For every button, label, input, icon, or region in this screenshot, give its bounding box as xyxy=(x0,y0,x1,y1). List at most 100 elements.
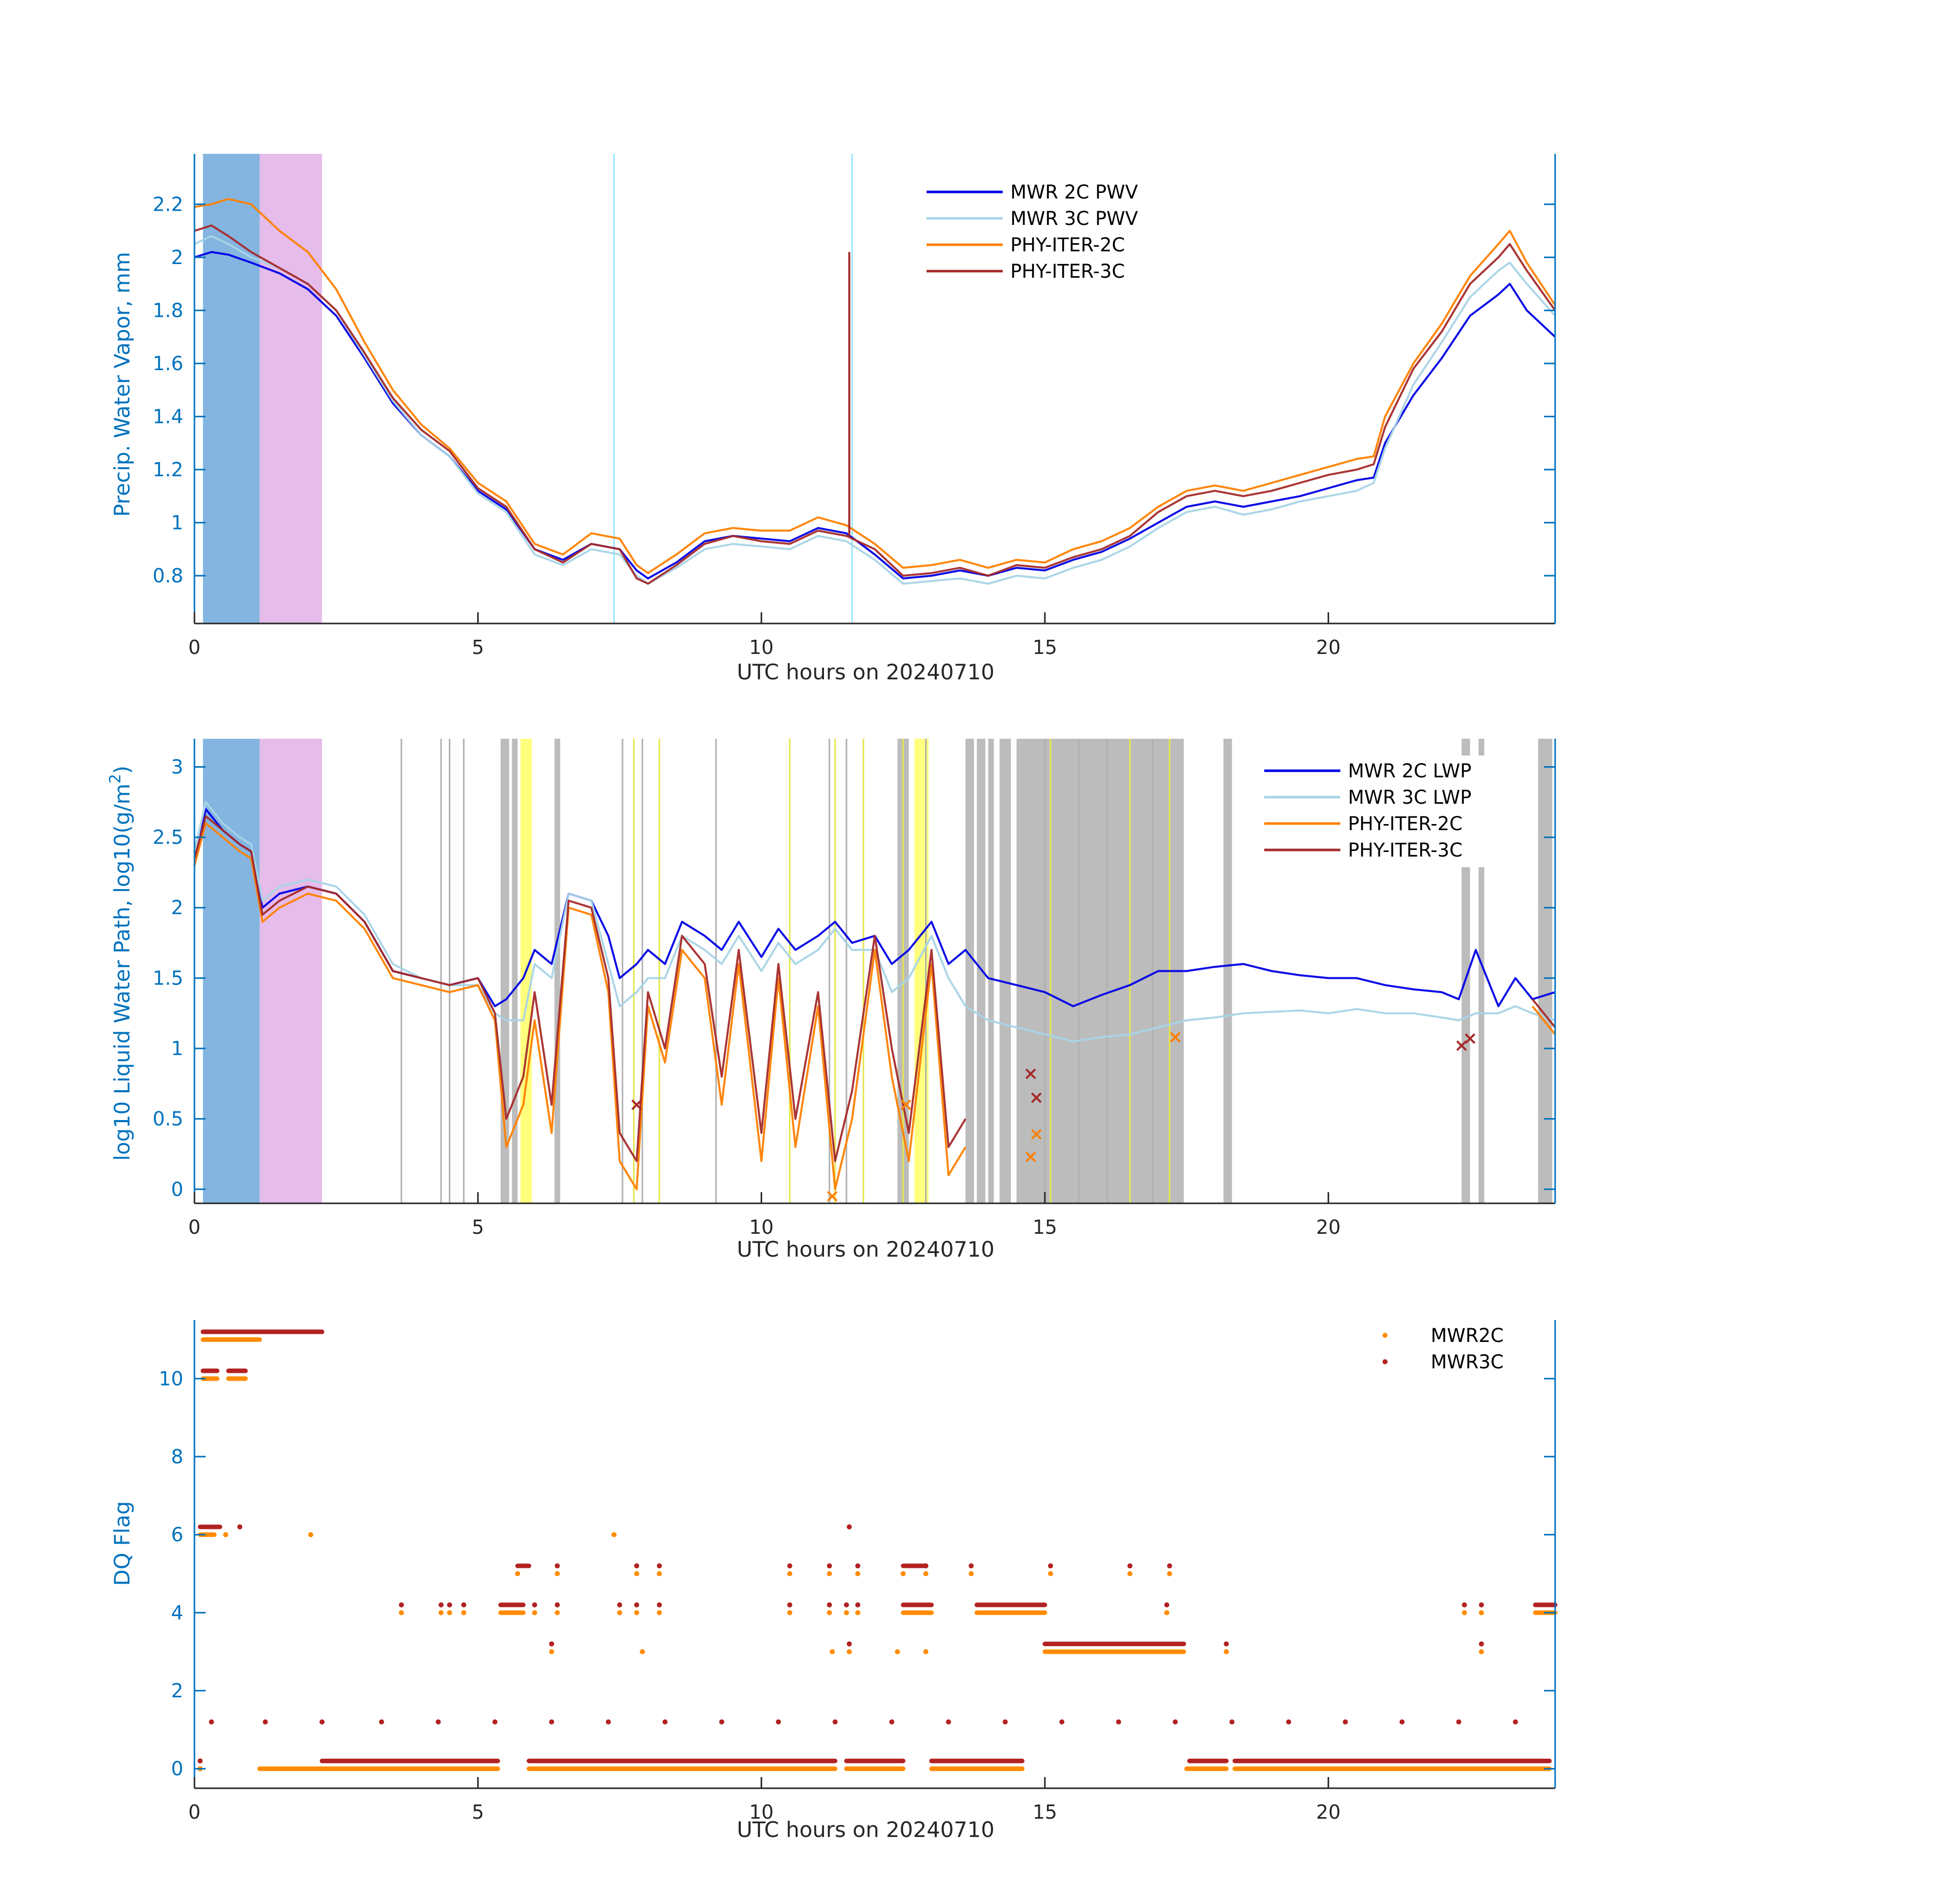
dq-point-mwr3c xyxy=(379,1719,384,1725)
legend-label-lwp-phy-iter-3c: PHY-ITER-3C xyxy=(1348,839,1463,861)
dq-xtick-label: 10 xyxy=(749,1801,773,1823)
lwp-shade-gray xyxy=(965,739,974,1203)
dq-point-mwr3c xyxy=(399,1602,404,1607)
dq-point-mwr2c xyxy=(611,1532,617,1537)
dq-point-mwr3c xyxy=(1059,1719,1065,1725)
lwp-shade-gray xyxy=(999,739,1011,1203)
dq-point-mwr3c xyxy=(554,1563,560,1569)
dq-point-mwr2c xyxy=(923,1649,929,1655)
lwp-ylabel: log10 Liquid Water Path, log10(g/m2) xyxy=(107,766,135,1161)
dq-point-mwr2c xyxy=(656,1571,662,1577)
legend-swatch-mwr2c xyxy=(1383,1333,1388,1338)
lwp-ytick-label: 0 xyxy=(171,1178,183,1200)
dq-point-mwr3c xyxy=(846,1641,852,1647)
dq-point-mwr3c xyxy=(634,1563,639,1569)
lwp-x-marker-phy-iter-3c xyxy=(1456,1040,1467,1051)
dq-point-mwr3c xyxy=(198,1758,203,1764)
pwv-xtick-label: 20 xyxy=(1316,636,1340,659)
dq-point-mwr2c xyxy=(515,1571,520,1577)
pwv-xtick-label: 10 xyxy=(749,636,773,659)
dq-point-mwr2c xyxy=(1048,1571,1054,1577)
dq-point-mwr3c xyxy=(832,1719,838,1725)
legend-swatch-mwr3c xyxy=(1383,1359,1388,1364)
dq-point-mwr3c xyxy=(1462,1602,1467,1607)
dq-point-mwr3c xyxy=(436,1719,441,1725)
pwv-series-phy-iter-2c xyxy=(194,198,1556,574)
lwp-shade-gray xyxy=(554,739,561,1203)
dq-ytick-label: 2 xyxy=(171,1680,183,1702)
lwp-x-marker-phy-iter-2c xyxy=(1031,1129,1042,1140)
lwp-x-marker-phy-iter-2c xyxy=(827,1191,838,1202)
dq-point-mwr2c xyxy=(895,1649,900,1655)
lwp-xtick-label: 10 xyxy=(749,1216,773,1238)
dq-point-mwr2c xyxy=(1127,1571,1133,1577)
pwv-xtick-label: 5 xyxy=(472,636,484,659)
lwp-xtick-label: 0 xyxy=(188,1216,201,1238)
x-marker-stroke xyxy=(1031,1129,1042,1140)
lwp-xlabel: UTC hours on 20240710 xyxy=(737,1237,995,1262)
dq-xtick-label: 15 xyxy=(1033,1801,1057,1823)
dq-point-mwr2c xyxy=(923,1571,929,1577)
dq-point-mwr2c xyxy=(461,1610,467,1616)
dq-point-mwr2c xyxy=(532,1610,537,1616)
dq-point-mwr3c xyxy=(656,1602,662,1607)
dq-point-mwr2c xyxy=(827,1571,832,1577)
lwp-legend-box xyxy=(1258,756,1535,867)
dq-point-mwr2c xyxy=(554,1610,560,1616)
lwp-xtick-label: 15 xyxy=(1033,1216,1057,1238)
dq-point-mwr2c xyxy=(855,1571,861,1577)
pwv-xtick-label: 0 xyxy=(188,636,201,659)
dq-point-mwr3c xyxy=(827,1563,832,1569)
dq-point-mwr3c xyxy=(1172,1719,1178,1725)
lwp-panel: 0 5 10 15 20 0 0.5 1 1.5 2 2.5 3 UTC hours on 20240… xyxy=(107,739,1556,1262)
dq-point-mwr3c xyxy=(1478,1641,1484,1647)
dq-point-mwr3c xyxy=(946,1719,951,1725)
pwv-ytick-label: 1.8 xyxy=(153,299,183,321)
dq-point-mwr2c xyxy=(549,1649,554,1655)
x-marker-stroke xyxy=(1025,1152,1036,1162)
dq-point-mwr3c xyxy=(968,1563,974,1569)
dq-xtick-label: 20 xyxy=(1316,1801,1340,1823)
dq-point-mwr2c xyxy=(844,1610,849,1616)
dq-point-mwr2c xyxy=(855,1610,861,1616)
lwp-shade-gray xyxy=(512,739,518,1203)
dq-point-mwr2c xyxy=(968,1571,974,1577)
dq-point-mwr2c xyxy=(634,1610,639,1616)
x-marker-stroke xyxy=(1465,1033,1475,1044)
dq-point-mwr3c xyxy=(827,1602,832,1607)
x-marker-stroke xyxy=(1025,1068,1036,1079)
dq-point-mwr3c xyxy=(319,1719,325,1725)
dq-point-mwr2c xyxy=(438,1610,444,1616)
dq-ytick-label: 8 xyxy=(171,1446,183,1468)
lwp-ytick-label: 2 xyxy=(171,897,183,919)
dq-point-mwr3c xyxy=(1116,1719,1122,1725)
legend-label-mwr-2c-pwv: MWR 2C PWV xyxy=(1010,181,1138,203)
lwp-axes: 0 5 10 15 20 0 0.5 1 1.5 2 2.5 3 xyxy=(153,739,1556,1238)
lwp-xtick-label: 20 xyxy=(1316,1216,1340,1238)
lwp-shade-gray xyxy=(1538,739,1553,1203)
x-marker-stroke xyxy=(1031,1092,1042,1103)
lwp-x-marker-phy-iter-3c xyxy=(631,1099,642,1110)
lwp-ytick-label: 3 xyxy=(171,756,183,778)
lwp-ylabel-sup: 2 xyxy=(107,774,124,783)
lwp-ylabel-main: log10 Liquid Water Path, log10(g/m xyxy=(110,783,135,1161)
pwv-xtick-label: 15 xyxy=(1033,636,1057,659)
pwv-legend: MWR 2C PWV MWR 3C PWV PHY-ITER-2C PHY-IT… xyxy=(927,181,1138,282)
dq-legend: MWR2C MWR3C xyxy=(1383,1325,1504,1373)
dq-ytick-label: 6 xyxy=(171,1524,183,1546)
lwp-x-marker-phy-iter-2c xyxy=(1170,1032,1181,1043)
dq-point-mwr3c xyxy=(1286,1719,1292,1725)
dq-point-mwr3c xyxy=(1127,1563,1133,1569)
dq-point-mwr2c xyxy=(1478,1649,1484,1655)
pwv-series-lines xyxy=(194,198,1556,585)
dq-ytick-label: 10 xyxy=(159,1367,183,1390)
dq-point-mwr3c xyxy=(492,1719,498,1725)
lwp-series-mwr-3c-lwp xyxy=(193,801,1556,1043)
dq-point-mwr3c xyxy=(549,1641,554,1647)
dq-point-mwr2c xyxy=(634,1571,639,1577)
dq-point-mwr2c xyxy=(1478,1610,1484,1616)
dq-point-mwr3c xyxy=(1456,1719,1462,1725)
legend-label-lwp-phy-iter-2c: PHY-ITER-2C xyxy=(1348,813,1463,835)
pwv-axes: 0 5 10 15 20 0.8 1 1.2 1.4 1.6 1.8 2 2.2 xyxy=(153,154,1556,659)
